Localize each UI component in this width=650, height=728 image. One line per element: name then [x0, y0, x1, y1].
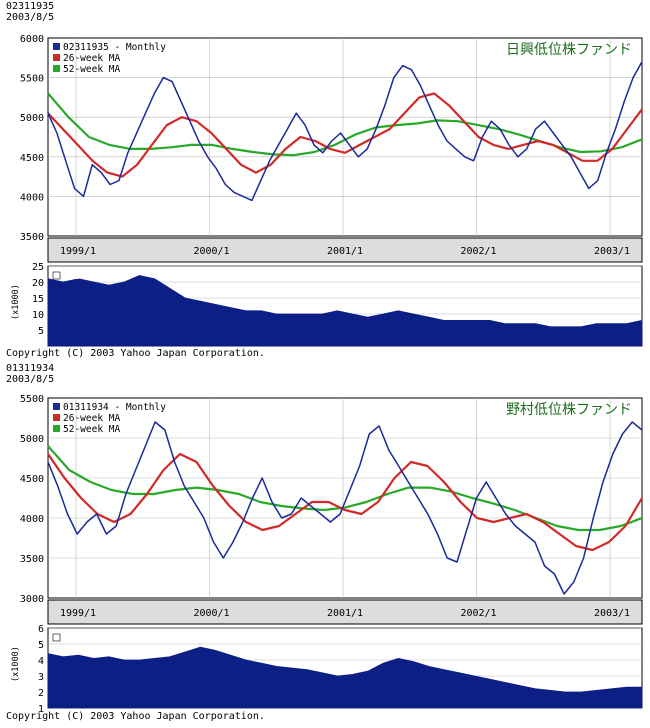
- price-plot-area: [47, 37, 643, 237]
- y-tick-label: 3000: [20, 594, 44, 605]
- y-tick-label: 4000: [20, 192, 44, 203]
- chart-date: 2003/8/5: [6, 374, 54, 385]
- assets-y-tick-label: 4: [38, 656, 44, 667]
- copyright-text: Copyright (C) 2003 Yahoo Japan Corporati…: [6, 711, 265, 722]
- legend-label: 26-week MA: [63, 413, 120, 424]
- assets-y-tick-label: 10: [32, 310, 44, 321]
- assets-y-tick-label: 20: [32, 278, 44, 289]
- y-tick-label: 5000: [20, 113, 44, 124]
- chart-date: 2003/8/5: [6, 12, 54, 23]
- x-tick-label: 2000/1: [193, 246, 229, 257]
- y-tick-label: 4500: [20, 153, 44, 164]
- legend-label: 26-week MA: [63, 53, 120, 64]
- assets-unit-label: (x1000): [11, 284, 21, 320]
- x-tick-label: 2001/1: [327, 246, 363, 257]
- price-plot-area: [47, 397, 643, 599]
- legend-swatch: [53, 414, 60, 421]
- x-tick-label: 1999/1: [60, 608, 96, 619]
- price-line: [47, 61, 643, 202]
- assets-legend-label: Assets: [63, 271, 97, 282]
- price-line: [47, 421, 643, 595]
- fund-title: 野村低位株ファンド: [506, 402, 632, 418]
- assets-y-tick-label: 6: [38, 624, 44, 635]
- assets-legend-label: Assets: [63, 633, 97, 644]
- legend-swatch: [53, 403, 60, 410]
- x-tick-label: 2003/1: [594, 246, 630, 257]
- assets-y-tick-label: 3: [38, 672, 44, 683]
- y-tick-label: 6000: [20, 34, 44, 45]
- x-axis-band: [47, 237, 643, 263]
- assets-y-tick-label: 25: [32, 262, 44, 273]
- legend-swatch: [53, 65, 60, 72]
- legend-label: 52-week MA: [63, 64, 120, 75]
- fund-code: 01311934: [6, 363, 54, 374]
- fund-title: 日興低位株ファンド: [506, 42, 632, 58]
- assets-y-tick-label: 2: [38, 688, 44, 699]
- x-tick-label: 2003/1: [594, 608, 630, 619]
- assets-y-tick-label: 15: [32, 294, 44, 305]
- x-tick-label: 2001/1: [327, 608, 363, 619]
- y-tick-label: 3500: [20, 554, 44, 565]
- assets-legend-swatch: [52, 271, 61, 280]
- assets-area: [47, 646, 643, 709]
- fund-code: 02311935: [6, 1, 54, 12]
- legend-swatch: [53, 54, 60, 61]
- assets-y-tick-label: 1: [38, 704, 44, 715]
- copyright-text: Copyright (C) 2003 Yahoo Japan Corporati…: [6, 348, 265, 359]
- assets-y-tick-label: 5: [38, 326, 44, 337]
- legend-label: 01311934 - Monthly: [63, 402, 166, 413]
- assets-legend-swatch: [52, 633, 61, 642]
- ma26-line: [47, 452, 643, 552]
- assets-unit-label: (x1000): [11, 646, 21, 682]
- x-tick-label: 2002/1: [460, 608, 496, 619]
- ma26-line: [47, 92, 643, 178]
- assets-y-tick-label: 5: [38, 640, 44, 651]
- x-tick-label: 2002/1: [460, 246, 496, 257]
- legend-swatch: [53, 43, 60, 50]
- y-tick-label: 5500: [20, 394, 44, 405]
- legend-swatch: [53, 425, 60, 432]
- x-tick-label: 2000/1: [193, 608, 229, 619]
- y-tick-label: 4000: [20, 514, 44, 525]
- y-tick-label: 3500: [20, 232, 44, 243]
- y-tick-label: 5500: [20, 74, 44, 85]
- assets-area: [47, 275, 643, 347]
- legend-label: 02311935 - Monthly: [63, 42, 166, 53]
- y-tick-label: 4500: [20, 474, 44, 485]
- x-tick-label: 1999/1: [60, 246, 96, 257]
- legend-label: 52-week MA: [63, 424, 120, 435]
- x-axis-band: [47, 599, 643, 625]
- y-tick-label: 5000: [20, 434, 44, 445]
